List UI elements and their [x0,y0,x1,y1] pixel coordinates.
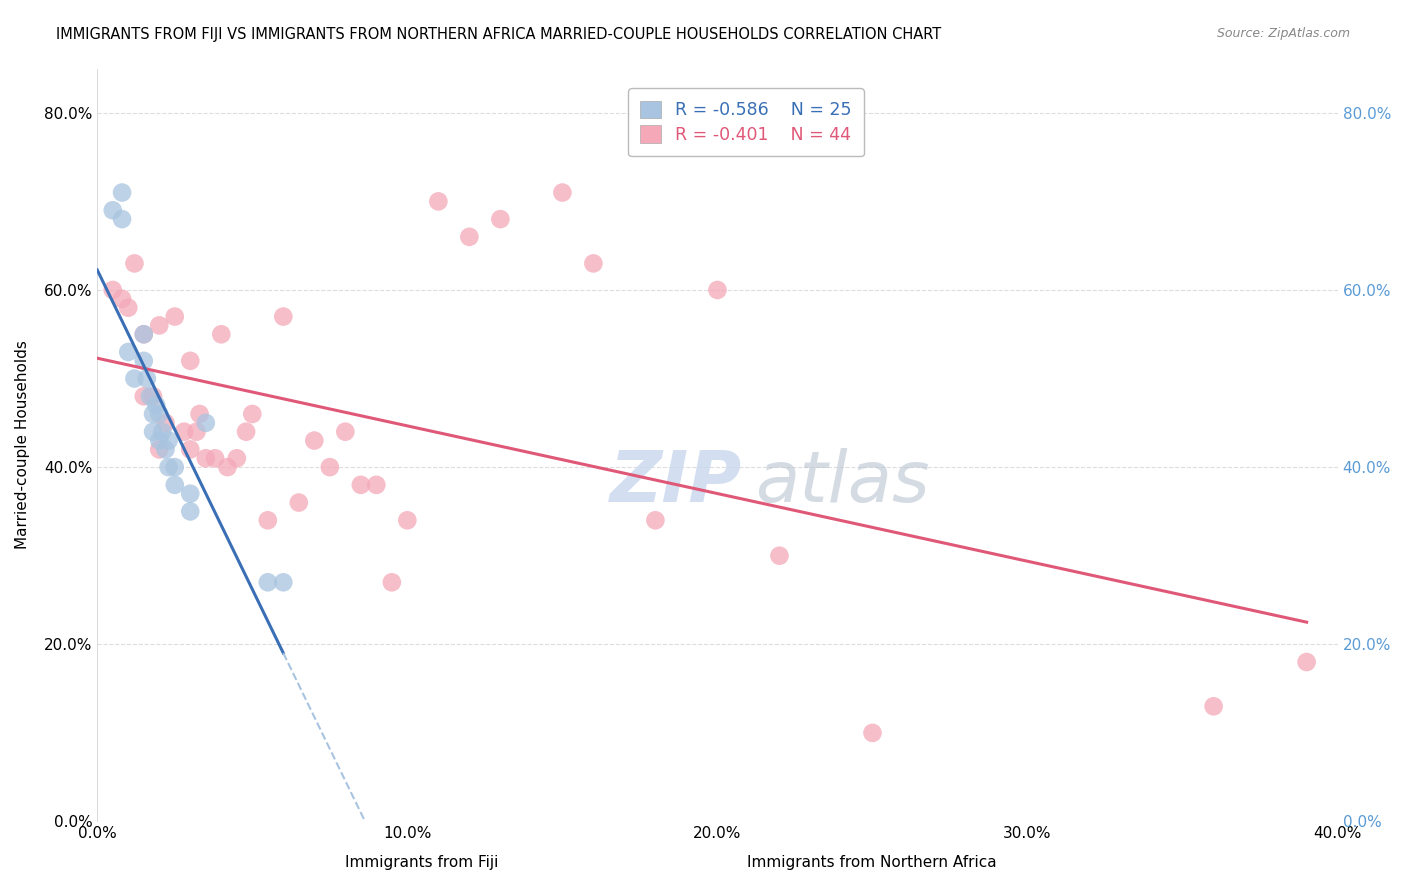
Point [150,425,173,439]
Point [163,310,186,324]
Point [163,478,186,492]
Legend: R = -0.586    N = 25, R = -0.401    N = 44: R = -0.586 N = 25, R = -0.401 N = 44 [628,88,863,156]
Point [319,460,342,475]
Point [139,389,162,403]
Point [1202,699,1225,714]
Point [225,451,247,466]
Point [148,434,170,448]
Point [111,292,134,306]
Point [111,212,134,227]
Point [132,327,155,342]
Point [271,575,294,590]
Point [148,442,170,457]
Point [350,478,373,492]
Point [148,318,170,333]
Text: Immigrants from Fiji: Immigrants from Fiji [344,855,499,870]
Text: Immigrants from Northern Africa: Immigrants from Northern Africa [747,855,997,870]
Point [188,407,211,421]
Point [142,407,165,421]
Point [706,283,728,297]
Point [101,203,124,218]
Point [157,460,180,475]
Point [132,327,155,342]
Point [335,425,357,439]
Point [135,371,157,385]
Point [173,425,195,439]
Point [117,301,139,315]
Point [101,283,124,297]
Point [148,407,170,421]
Point [179,486,201,500]
Point [124,256,146,270]
Text: atlas: atlas [755,448,929,517]
Point [396,513,419,527]
Point [582,256,605,270]
Point [132,354,155,368]
Point [458,229,481,244]
Point [204,451,226,466]
Point [142,389,165,403]
Point [186,425,208,439]
Point [240,407,263,421]
Text: ZIP: ZIP [610,448,742,517]
Point [862,726,884,740]
Point [163,460,186,475]
Point [179,354,201,368]
Point [179,504,201,518]
Point [271,310,294,324]
Point [145,398,167,412]
Point [288,495,311,509]
Point [194,451,217,466]
Point [489,212,512,227]
Point [235,425,257,439]
Point [644,513,666,527]
Point [209,327,232,342]
Point [157,434,180,448]
Point [217,460,239,475]
Y-axis label: Married-couple Households: Married-couple Households [15,341,30,549]
Point [179,442,201,457]
Point [1295,655,1317,669]
Point [111,186,134,200]
Text: Source: ZipAtlas.com: Source: ZipAtlas.com [1216,27,1350,40]
Point [256,575,278,590]
Point [155,442,177,457]
Point [551,186,574,200]
Point [256,513,278,527]
Point [132,389,155,403]
Point [427,194,450,209]
Point [366,478,388,492]
Point [117,345,139,359]
Point [768,549,790,563]
Point [124,371,146,385]
Point [155,416,177,430]
Point [142,425,165,439]
Point [194,416,217,430]
Point [381,575,404,590]
Text: IMMIGRANTS FROM FIJI VS IMMIGRANTS FROM NORTHERN AFRICA MARRIED-COUPLE HOUSEHOLD: IMMIGRANTS FROM FIJI VS IMMIGRANTS FROM … [56,27,942,42]
Point [304,434,326,448]
